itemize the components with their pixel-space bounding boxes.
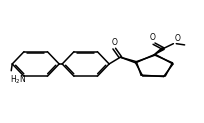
Text: H$_2$N: H$_2$N xyxy=(10,74,27,86)
Text: O: O xyxy=(150,33,156,42)
Text: O: O xyxy=(111,38,117,47)
Polygon shape xyxy=(154,48,164,55)
Text: O: O xyxy=(174,34,180,43)
